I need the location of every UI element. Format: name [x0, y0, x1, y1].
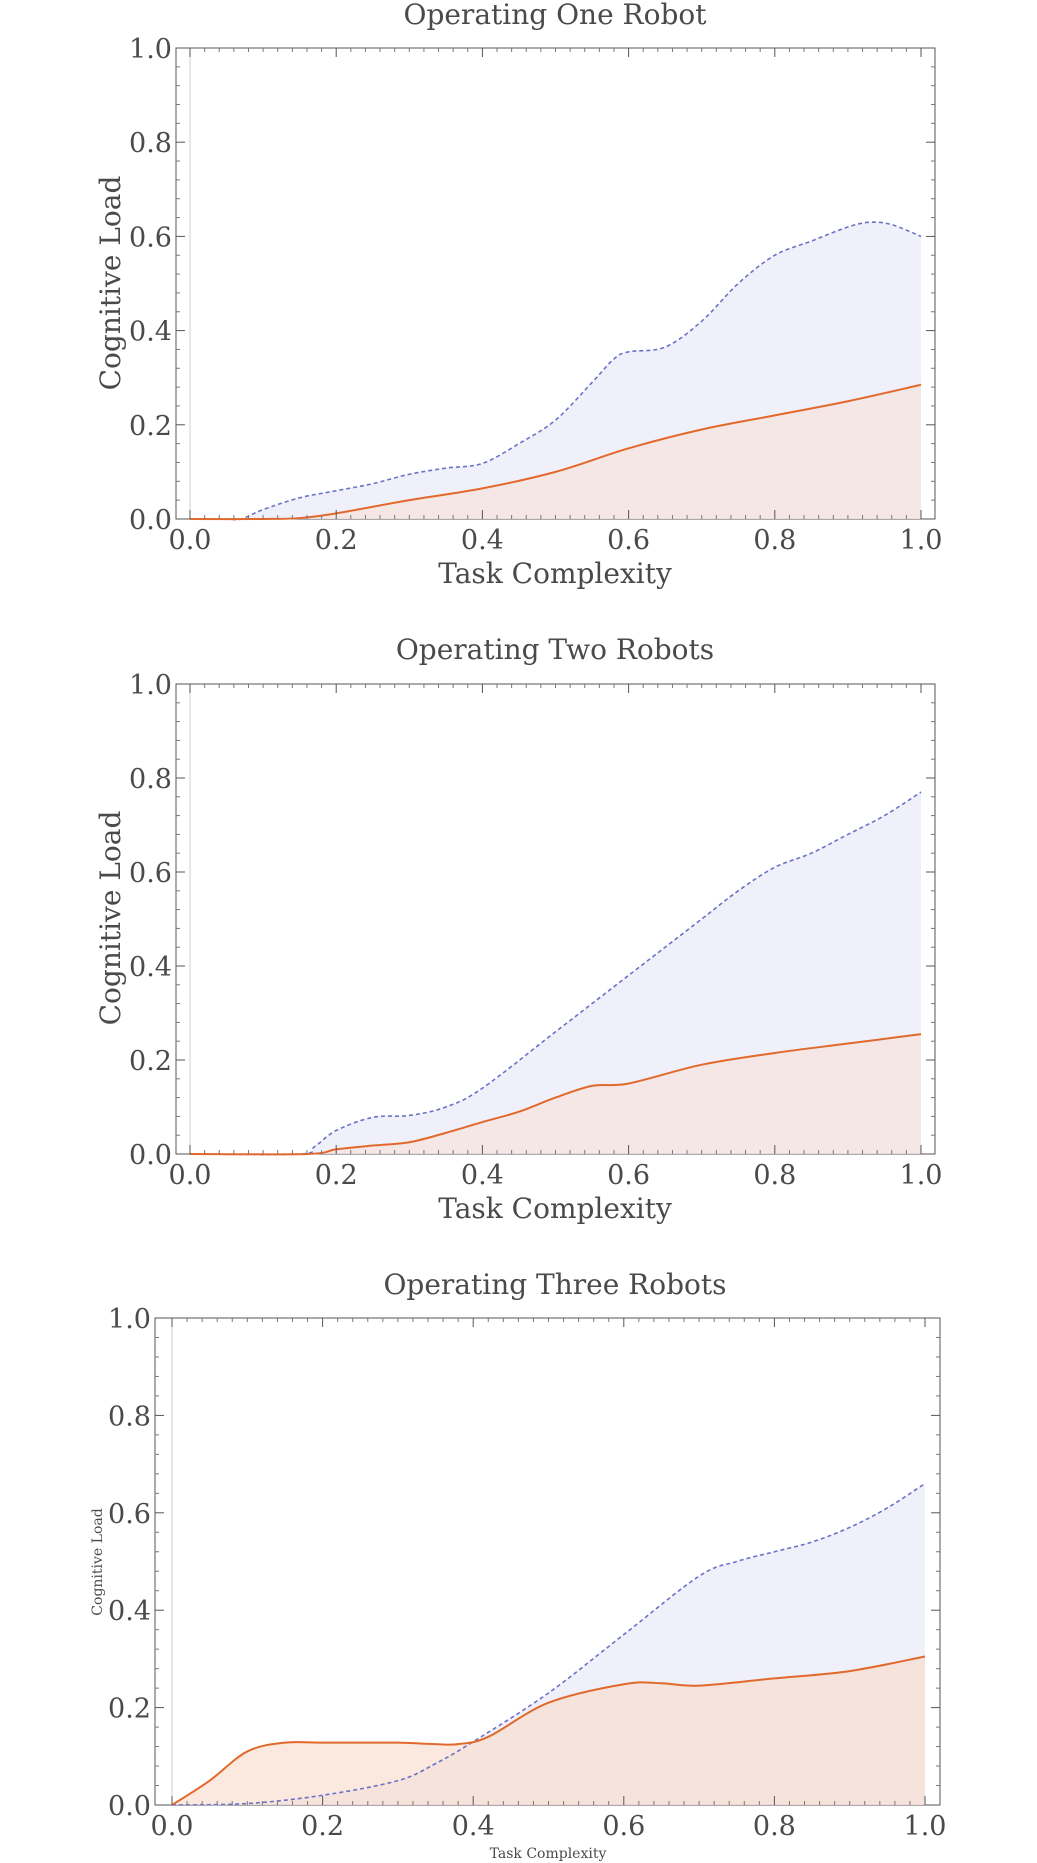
x-tick-label: 0.2 — [301, 1811, 344, 1842]
x-axis-label: Task Complexity — [438, 557, 672, 590]
y-tick-label: 1.0 — [108, 1304, 151, 1335]
x-tick-label: 0.4 — [461, 525, 504, 556]
x-axis-label: Task Complexity — [490, 1846, 607, 1862]
x-tick-label: 0.8 — [753, 1811, 796, 1842]
series-1-line — [171, 1482, 926, 1806]
y-tick-label: 0.2 — [129, 411, 172, 442]
x-tick-label: 0.0 — [169, 1160, 212, 1191]
x-tick-label: 0.6 — [607, 1160, 650, 1191]
y-axis-label: Cognitive Load — [94, 176, 127, 391]
x-tick-label: 1.0 — [900, 1160, 943, 1191]
y-axis-label: Cognitive Load — [94, 811, 127, 1026]
x-tick-label: 0.8 — [753, 525, 796, 556]
series-2-area — [190, 1034, 921, 1155]
chart-panel-two-robots: Operating Two Robots 0.0 0.2 0.4 0.6 0.8 1.00… — [94, 633, 942, 1225]
series-2-line — [171, 1655, 926, 1806]
y-tick-label: 0.6 — [108, 1499, 151, 1530]
x-tick-label: 1.0 — [900, 525, 943, 556]
x-tick-label: 0.0 — [151, 1811, 194, 1842]
y-tick-label: 0.0 — [108, 1791, 151, 1822]
y-tick-label: 0.4 — [108, 1596, 151, 1627]
series-2-area — [190, 384, 921, 520]
plot-area: 0.0 0.2 0.4 0.6 0.8 1.0 0.0 0.2 0.4 0.6 0.8 1.0 — [108, 1304, 946, 1842]
y-tick-label: 0.2 — [129, 1046, 172, 1077]
y-tick-label: 0.8 — [129, 764, 172, 795]
y-tick-label: 0.0 — [129, 505, 172, 536]
y-tick-label: 0.6 — [129, 222, 172, 253]
x-tick-label: 0.6 — [602, 1811, 645, 1842]
y-tick-label: 0.0 — [129, 1140, 172, 1171]
chart-panel-three-robots: Operating Three Robots 0.0 0.2 0.4 0.6 0.8 1.… — [90, 1268, 946, 1862]
x-tick-label: 0.8 — [753, 1160, 796, 1191]
y-axis-label: Cognitive Load — [90, 1508, 106, 1615]
x-axis-label: Task Complexity — [438, 1192, 672, 1225]
chart-title: Operating One Robot — [403, 0, 707, 31]
chart-title: Operating Two Robots — [396, 633, 714, 666]
chart-panel-one-robot: Operating One Robot 0.0 0.2 0.4 0.6 0.8 1.00.… — [94, 0, 942, 590]
plot-area: 0.0 0.2 0.4 0.6 0.8 1.0 0.0 0.2 0.4 0.6 0.8 1.0 — [129, 670, 942, 1191]
series-2-line — [189, 1033, 922, 1156]
x-tick-label: 0.6 — [607, 525, 650, 556]
y-tick-label: 0.6 — [129, 858, 172, 889]
x-tick-label: 0.2 — [315, 1160, 358, 1191]
y-tick-label: 0.4 — [129, 317, 172, 348]
x-tick-label: 1.0 — [904, 1811, 947, 1842]
x-tick-label: 0.0 — [169, 525, 212, 556]
plot-area: 0.0 0.2 0.4 0.6 0.8 1.0 0.0 0.2 0.4 0.6 0.8 1.0 — [129, 34, 942, 556]
x-tick-label: 0.4 — [452, 1811, 495, 1842]
y-tick-label: 0.4 — [129, 952, 172, 983]
series-2-area — [172, 1656, 925, 1805]
y-tick-label: 1.0 — [129, 34, 172, 65]
y-tick-label: 0.8 — [108, 1401, 151, 1432]
series-1-line — [190, 221, 922, 521]
chart-title: Operating Three Robots — [383, 1268, 726, 1301]
series-1-line — [189, 791, 922, 1156]
series-2-line — [189, 383, 922, 521]
x-tick-label: 0.2 — [315, 525, 358, 556]
y-tick-label: 0.2 — [108, 1694, 151, 1725]
x-tick-label: 0.4 — [461, 1160, 504, 1191]
y-tick-label: 1.0 — [129, 670, 172, 701]
y-tick-label: 0.8 — [129, 128, 172, 159]
